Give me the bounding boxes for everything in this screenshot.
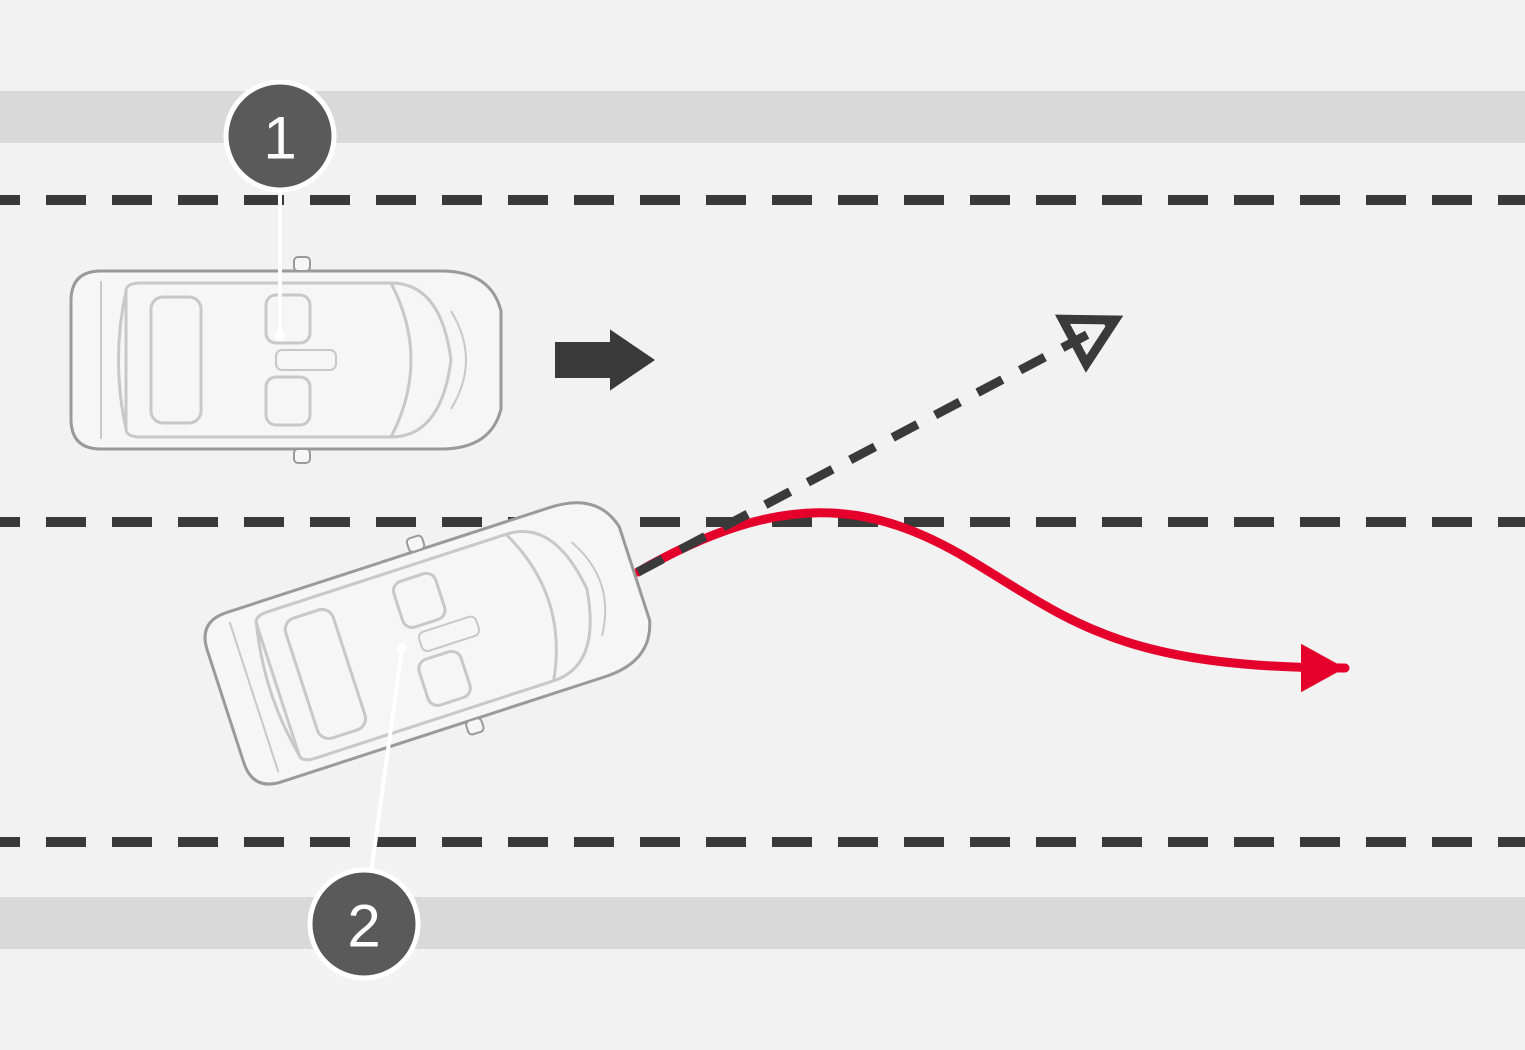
lane-assist-diagram: 12 (0, 0, 1525, 1050)
badge-leader-dot (275, 331, 285, 341)
callout-badge-label: 1 (263, 105, 296, 172)
badge-leader-dot (397, 643, 407, 653)
road-edge-bottom (0, 897, 1525, 949)
car-1 (71, 257, 501, 463)
callout-badge-label: 2 (347, 893, 380, 960)
